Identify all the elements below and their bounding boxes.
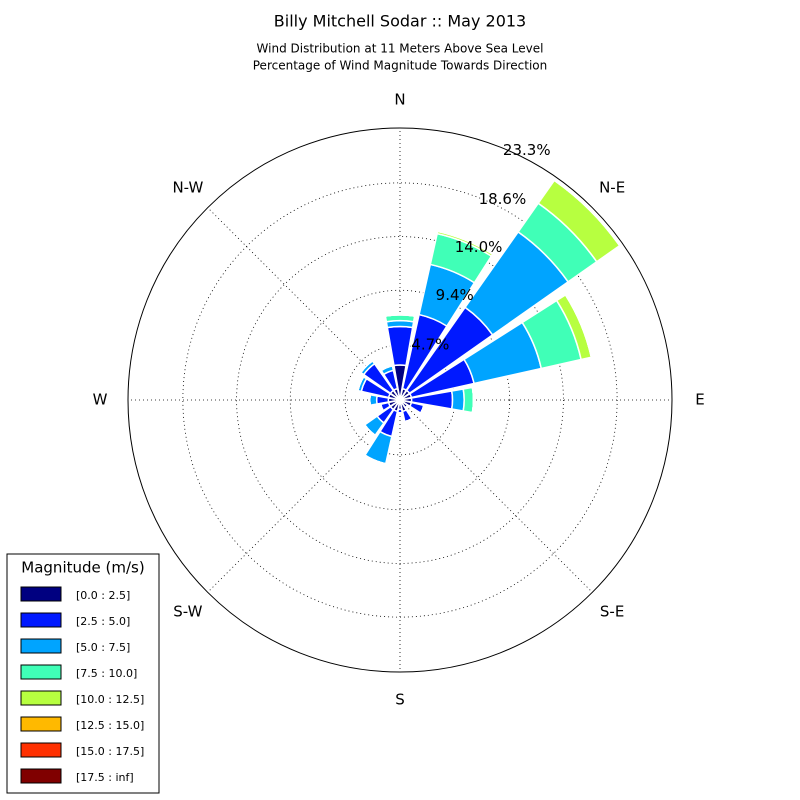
legend-swatch — [20, 612, 62, 628]
radial-grid-line — [207, 399, 401, 593]
bar-segment — [450, 388, 465, 412]
legend-label: [7.5 : 10.0] — [76, 667, 137, 680]
chart-title: Billy Mitchell Sodar :: May 2013 — [274, 12, 526, 31]
bar-segment — [462, 386, 475, 414]
outer-ring — [127, 127, 673, 673]
r-tick-label: 14.0% — [455, 238, 503, 256]
r-tick-label: 4.7% — [411, 335, 449, 353]
legend-label: [17.5 : inf] — [76, 771, 134, 784]
plot-area: 4.7% 9.4% 14.0% 18.6% 23.3% N N-E E S-E S S-W W N-W — [93, 91, 705, 709]
direction-label: W — [93, 391, 108, 409]
legend-label: [2.5 : 5.0] — [76, 615, 130, 628]
legend-label: [15.0 : 17.5] — [76, 745, 144, 758]
r-tick-label: 18.6% — [479, 190, 527, 208]
r-tick-label: 23.3% — [503, 141, 551, 159]
legend: Magnitude (m/s) [0.0 : 2.5] [2.5 : 5.0] [5… — [6, 553, 160, 794]
legend-label: [0.0 : 2.5] — [76, 589, 130, 602]
bar-segment — [364, 454, 386, 465]
grid-ring — [182, 182, 618, 618]
legend-title: Magnitude (m/s) — [21, 559, 144, 577]
bar-segment — [364, 424, 376, 436]
direction-label: N-E — [599, 178, 625, 196]
bar-segment — [438, 228, 495, 253]
legend-swatch — [20, 768, 62, 784]
direction-label: S-W — [173, 603, 202, 621]
legend-swatch — [20, 716, 62, 732]
chart-subtitle: Percentage of Wind Magnitude Towards Dir… — [253, 59, 547, 73]
legend-label: [5.0 : 7.5] — [76, 641, 130, 654]
legend-swatch — [20, 690, 62, 706]
direction-label: S-E — [600, 603, 624, 621]
radial-grid-line — [399, 399, 593, 593]
direction-label: N — [394, 91, 405, 109]
legend-swatch — [20, 742, 62, 758]
legend-swatch — [20, 638, 62, 654]
legend-swatch — [20, 664, 62, 680]
legend-label: [12.5 : 15.0] — [76, 719, 144, 732]
direction-label: S — [395, 691, 405, 709]
bar-segment — [553, 179, 621, 247]
grid-ring — [289, 289, 511, 511]
grid-ring — [236, 236, 564, 564]
legend-label: [10.0 : 12.5] — [76, 693, 144, 706]
legend-swatch — [20, 586, 62, 602]
radial-grid-line — [207, 207, 401, 401]
direction-label: N-W — [172, 178, 203, 196]
direction-label: E — [695, 391, 704, 409]
bar-segment — [368, 393, 378, 407]
bar-segment — [380, 365, 393, 372]
r-tick-label: 9.4% — [436, 286, 474, 304]
chart-subtitle: Wind Distribution at 11 Meters Above Sea… — [257, 42, 544, 56]
